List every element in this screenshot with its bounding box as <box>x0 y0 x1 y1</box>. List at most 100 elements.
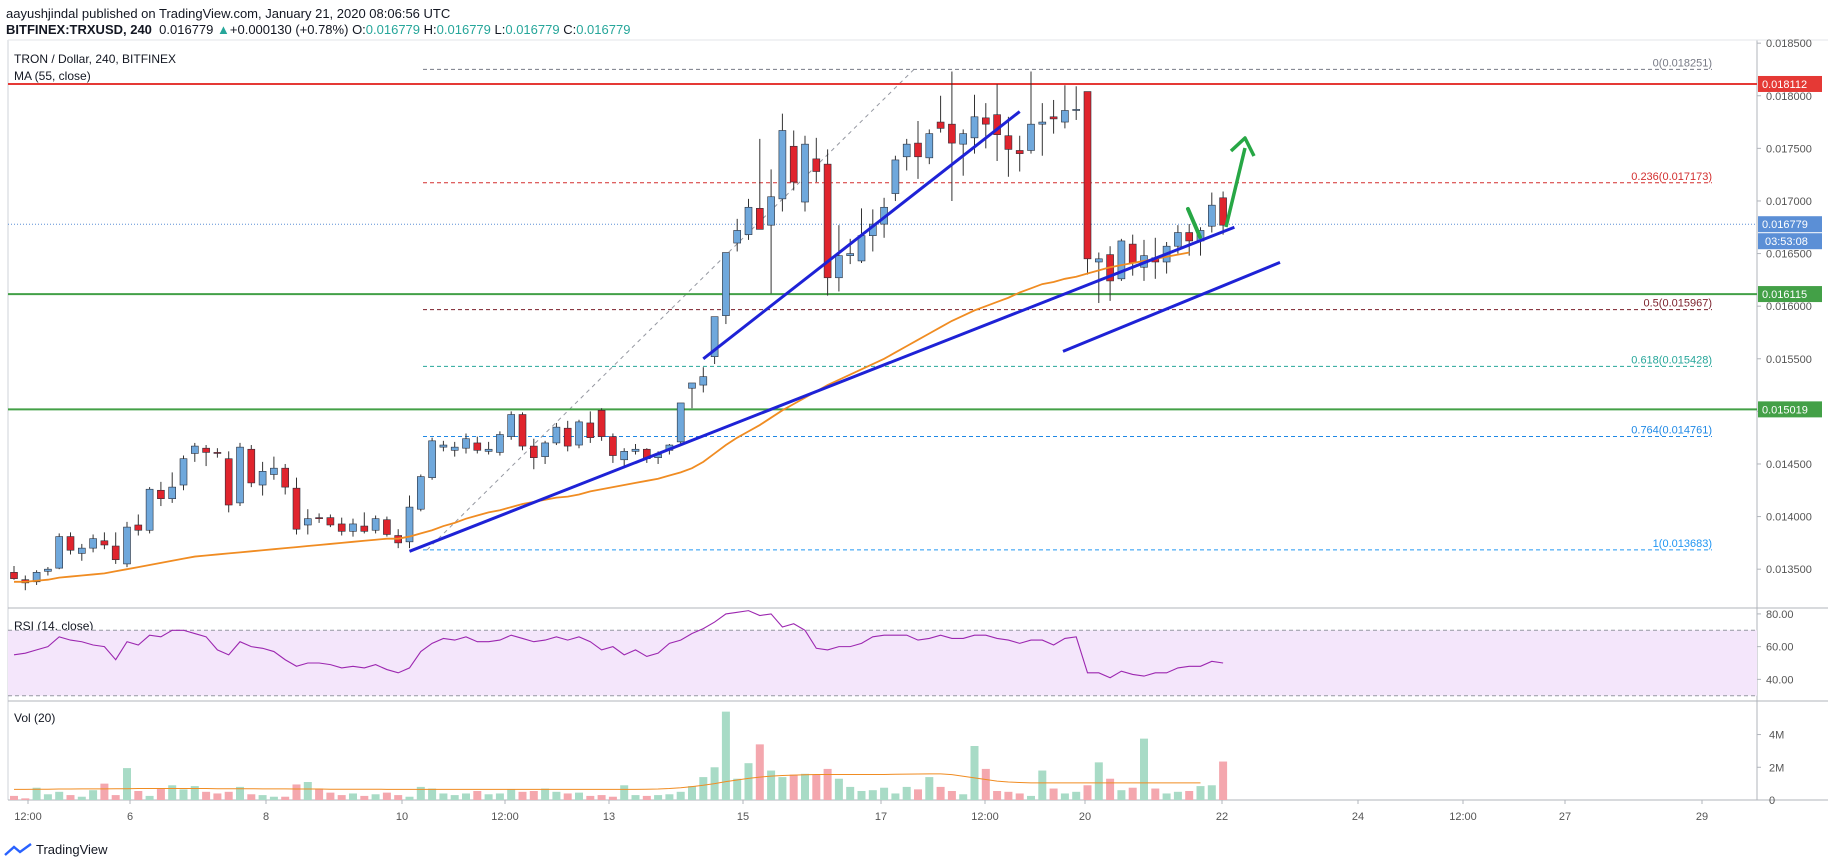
candle-up <box>1095 258 1103 263</box>
time-axis-label-6: 15 <box>737 811 749 823</box>
candle-up <box>575 421 583 446</box>
level-price-tag-1: 0.016115 <box>1762 289 1807 301</box>
volume-bar-down <box>1219 761 1228 800</box>
symbol-label[interactable]: BITFINEX:TRXUSD, 240 <box>6 22 152 37</box>
volume-bar-up <box>32 787 41 800</box>
upper-trendline <box>702 110 1021 360</box>
volume-bar-up <box>1094 762 1103 800</box>
volume-bar-down <box>111 795 120 800</box>
volume-bar-down <box>213 793 222 800</box>
volume-bar-up <box>77 796 86 800</box>
volume-bar-up <box>190 786 199 800</box>
tradingview-logo-icon <box>4 842 32 856</box>
volume-bar-down <box>1004 791 1013 800</box>
rsi-line <box>13 610 1224 679</box>
volume-bar-down <box>936 786 945 800</box>
fib-label-0.764: 0.764(0.014761) <box>1631 425 1712 437</box>
candle-up <box>1117 240 1126 280</box>
volume-bar-up <box>665 794 674 800</box>
time-axis-label-13: 27 <box>1559 811 1571 823</box>
candle-up <box>552 426 561 444</box>
candle-down <box>609 436 617 456</box>
volume-bar-up <box>846 786 855 800</box>
candle-down <box>981 117 990 125</box>
volume-bar-down <box>10 795 18 800</box>
volume-bar-down <box>789 774 798 800</box>
candle-down <box>1049 116 1058 120</box>
candle-down <box>383 519 391 535</box>
volume-bar-up <box>1173 791 1182 800</box>
candle-down <box>529 445 538 458</box>
volume-bar-down <box>337 795 346 800</box>
volume-bar-up <box>428 788 437 800</box>
change-arrow-icon: ▲ <box>217 22 230 37</box>
volume-legend[interactable]: Vol (20) <box>14 711 56 725</box>
time-axis-label-14: 29 <box>1696 811 1708 823</box>
main-legend-title[interactable]: TRON / Dollar, 240, BITFINEX <box>14 52 177 66</box>
candle-up <box>710 316 719 357</box>
candle-up <box>191 445 199 454</box>
volume-bar-up <box>179 789 188 800</box>
volume-bar-up <box>552 791 561 800</box>
footer: TradingView <box>4 842 108 857</box>
volume-bar-up <box>145 795 154 800</box>
candle-up <box>405 506 414 543</box>
candle-up <box>484 448 493 452</box>
price-change: +0.000130 (+0.78%) <box>229 22 349 37</box>
rsi-axis-label-0: 80.00 <box>1766 609 1794 621</box>
volume-bar-down <box>394 795 403 800</box>
candle-down <box>10 572 18 579</box>
candle-up <box>733 230 742 244</box>
candle-down <box>134 524 143 531</box>
volume-bar-down <box>947 791 956 800</box>
chart-header: aayushjindal published on TradingView.co… <box>0 0 1828 42</box>
candle-down <box>1015 150 1024 154</box>
ma-55-line <box>14 251 1190 583</box>
volume-bar-up <box>721 711 730 800</box>
volume-bar-up <box>1196 786 1205 800</box>
volume-bar-down <box>224 791 233 800</box>
fib-label-0.618: 0.618(0.015428) <box>1631 354 1712 366</box>
candle-down <box>586 422 595 438</box>
candle-down <box>315 517 323 519</box>
volume-bar-up <box>575 792 583 800</box>
footer-brand[interactable]: TradingView <box>36 842 108 857</box>
volume-bar-up <box>258 795 267 800</box>
volume-bar-down <box>66 795 75 800</box>
ma-legend[interactable]: MA (55, close) <box>14 69 91 83</box>
publish-text: published on TradingView.com, January 21… <box>81 6 451 21</box>
volume-bar-down <box>315 788 324 800</box>
volume-ma-line <box>14 773 1201 790</box>
bullish-arrow-shaft <box>1224 147 1247 228</box>
author-link[interactable]: aayushjindal <box>6 6 79 21</box>
volume-bar-up <box>349 793 357 800</box>
volume-bar-down <box>156 788 165 800</box>
rsi-legend[interactable]: RSI (14, close) <box>14 619 94 633</box>
price-axis-label-8: 0.014500 <box>1766 459 1812 471</box>
volume-bar-up <box>654 795 663 800</box>
volume-bar-up <box>767 770 776 800</box>
volume-bar-up <box>123 768 131 800</box>
candle-down <box>247 448 256 484</box>
candle-up <box>744 206 753 235</box>
ohlc-open-key: O: <box>352 22 366 37</box>
fib-label-1: 1(0.013683) <box>1653 538 1712 550</box>
candle-down <box>755 208 764 230</box>
time-axis-label-4: 12:00 <box>491 811 519 823</box>
candle-up <box>179 458 188 486</box>
candle-up <box>44 568 52 572</box>
volume-bar-down <box>914 789 922 800</box>
price-axis-label-5: 0.016000 <box>1766 301 1812 313</box>
candle-up <box>959 133 968 145</box>
candle-down <box>936 121 945 129</box>
lower-trendline <box>408 225 1235 553</box>
candle-up <box>722 252 730 316</box>
volume-bar-down <box>981 768 990 800</box>
volume-axis-label-1: 2M <box>1769 762 1784 774</box>
volume-bar-down <box>1083 785 1092 800</box>
price-axis-label-2: 0.017500 <box>1766 143 1812 155</box>
candle-up <box>1174 232 1182 247</box>
candle-down <box>597 410 606 437</box>
volume-bar-up <box>405 796 414 800</box>
